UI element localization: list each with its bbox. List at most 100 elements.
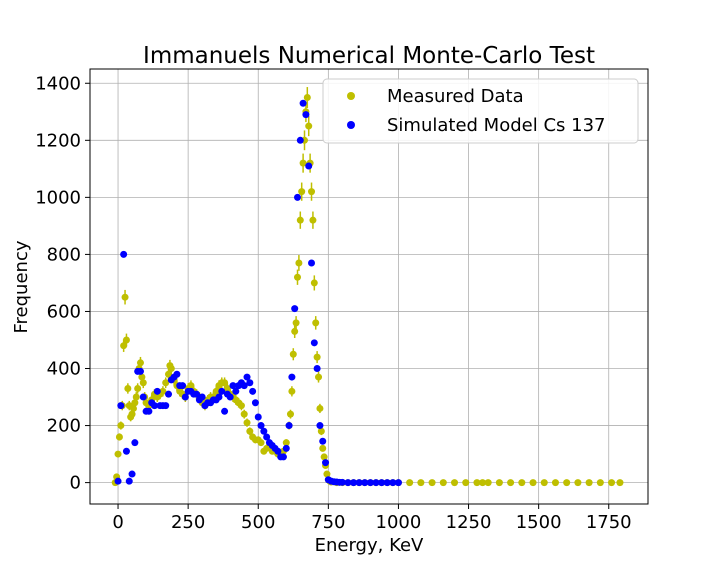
data-point — [295, 259, 303, 267]
data-point — [585, 479, 593, 487]
data-point — [473, 479, 481, 487]
data-point — [125, 477, 133, 485]
data-point — [193, 390, 201, 398]
data-point — [132, 393, 140, 401]
data-point — [243, 373, 251, 381]
data-point — [115, 433, 123, 441]
data-point — [608, 479, 616, 487]
data-point — [299, 159, 307, 167]
data-point — [313, 365, 321, 373]
data-point — [289, 350, 297, 358]
data-point — [417, 479, 425, 487]
data-point — [117, 422, 125, 430]
data-point — [260, 427, 268, 435]
data-point — [121, 293, 129, 301]
data-point — [246, 379, 254, 387]
data-point — [257, 439, 265, 447]
data-point — [293, 273, 301, 281]
legend-box — [322, 78, 639, 144]
data-point — [323, 470, 331, 478]
x-tick-label: 0 — [112, 512, 123, 533]
data-point — [378, 479, 386, 487]
data-point — [114, 477, 122, 485]
data-point — [221, 407, 229, 415]
data-point — [134, 384, 142, 392]
data-point — [344, 479, 352, 487]
data-point — [406, 479, 414, 487]
data-point — [302, 111, 310, 119]
legend-marker-simulated — [347, 121, 355, 129]
x-tick-label: 1750 — [586, 512, 632, 533]
data-point — [240, 382, 248, 390]
data-point — [361, 479, 369, 487]
data-point — [319, 444, 327, 452]
data-point — [114, 450, 122, 458]
data-point — [439, 479, 447, 487]
data-point — [122, 447, 130, 455]
data-point — [286, 410, 294, 418]
data-point — [153, 387, 161, 395]
data-point — [198, 393, 206, 401]
x-tick-label: 750 — [311, 512, 345, 533]
data-point — [355, 479, 363, 487]
data-point — [274, 447, 282, 455]
legend-marker-measured — [347, 92, 355, 100]
y-tick-label: 800 — [47, 244, 81, 265]
data-point — [139, 393, 147, 401]
x-tick-label: 250 — [171, 512, 205, 533]
data-point — [285, 422, 293, 430]
data-point — [282, 444, 290, 452]
y-tick-label: 400 — [47, 359, 81, 380]
data-point — [320, 453, 328, 461]
data-point — [136, 359, 144, 367]
data-point — [394, 479, 402, 487]
data-point — [312, 319, 320, 327]
data-point — [229, 382, 237, 390]
data-point — [310, 279, 318, 287]
data-point — [317, 427, 325, 435]
data-point — [249, 387, 257, 395]
data-point — [310, 339, 318, 347]
y-tick-label: 1200 — [35, 130, 81, 151]
data-point — [165, 390, 173, 398]
data-point — [292, 319, 300, 327]
data-point — [296, 136, 304, 144]
plot-points — [111, 87, 624, 487]
data-point — [518, 479, 526, 487]
data-point — [529, 479, 537, 487]
data-point — [165, 370, 173, 378]
data-point — [254, 413, 262, 421]
data-point — [218, 387, 226, 395]
data-point — [257, 422, 265, 430]
data-point — [282, 439, 290, 447]
data-point — [305, 162, 313, 170]
y-tick-label: 200 — [47, 416, 81, 437]
x-tick-label: 1500 — [516, 512, 562, 533]
x-axis-ticks: 0 250 500 750 1000 1250 1500 1750 — [112, 504, 632, 533]
data-point — [484, 479, 492, 487]
data-point — [495, 479, 503, 487]
data-point — [383, 479, 391, 487]
data-point — [288, 387, 296, 395]
data-point — [507, 479, 515, 487]
data-point — [293, 193, 301, 201]
data-point — [232, 387, 240, 395]
data-point — [313, 353, 321, 361]
chart-title: Immanuels Numerical Monte-Carlo Test — [143, 43, 595, 69]
data-point — [616, 479, 624, 487]
data-point — [240, 410, 248, 418]
data-point — [338, 478, 346, 486]
data-point — [150, 402, 158, 410]
data-point — [221, 379, 229, 387]
data-point — [159, 387, 167, 395]
data-point — [162, 379, 170, 387]
data-point — [298, 188, 306, 196]
data-point — [120, 250, 128, 258]
series-simulated-model — [114, 99, 402, 487]
data-point — [288, 373, 296, 381]
data-point — [596, 479, 604, 487]
legend-label-measured: Measured Data — [387, 86, 524, 107]
data-point — [162, 402, 170, 410]
data-point — [540, 479, 548, 487]
data-point — [551, 479, 559, 487]
